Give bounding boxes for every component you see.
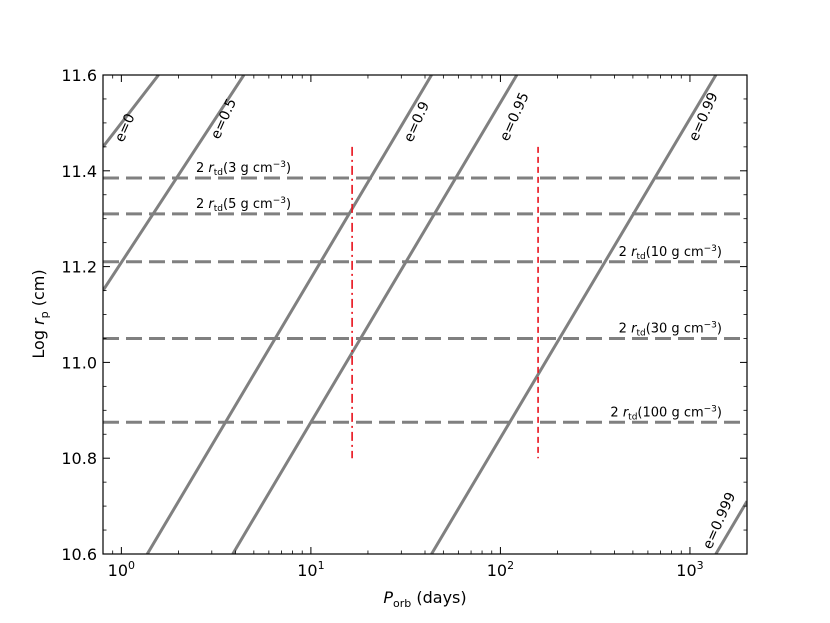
x-axis-title: Porb (days) bbox=[383, 588, 466, 610]
y-tick-label: 11.2 bbox=[61, 258, 97, 277]
x-tick-label: 101 bbox=[297, 559, 324, 580]
density-label: 2 rtd(3 g cm−3) bbox=[196, 160, 291, 178]
density-label: 2 rtd(30 g cm−3) bbox=[619, 320, 722, 338]
density-label: 2 rtd(100 g cm−3) bbox=[610, 404, 722, 422]
series-layer bbox=[103, 75, 747, 554]
x-tick-label: 102 bbox=[487, 559, 514, 580]
series-line bbox=[145, 75, 433, 554]
y-tick-label: 10.8 bbox=[61, 449, 97, 468]
x-tick-label: 100 bbox=[108, 559, 135, 580]
vline-layer bbox=[351, 146, 539, 459]
series-label: e=0.9 bbox=[401, 99, 433, 144]
hline-layer bbox=[103, 176, 747, 424]
density-label: 2 rtd(10 g cm−3) bbox=[619, 244, 722, 262]
series-line bbox=[231, 75, 519, 554]
series-line bbox=[103, 75, 160, 148]
series-label: e=0.999 bbox=[700, 490, 739, 552]
x-tick-label: 103 bbox=[676, 559, 703, 580]
series-label: e=0.5 bbox=[208, 96, 240, 141]
series-label: e=0 bbox=[112, 111, 139, 144]
series-line bbox=[714, 500, 747, 554]
y-tick-label: 11.4 bbox=[61, 162, 97, 181]
ticks-layer bbox=[102, 74, 748, 555]
series-line bbox=[430, 75, 718, 554]
y-tick-label: 10.6 bbox=[61, 545, 97, 564]
y-tick-label: 11.0 bbox=[61, 353, 97, 372]
y-tick-label: 11.6 bbox=[61, 66, 97, 85]
plot-frame bbox=[102, 74, 748, 555]
density-label: 2 rtd(5 g cm−3) bbox=[196, 196, 291, 214]
series-line bbox=[103, 75, 246, 292]
y-axis-title: Log rp (cm) bbox=[29, 269, 51, 358]
